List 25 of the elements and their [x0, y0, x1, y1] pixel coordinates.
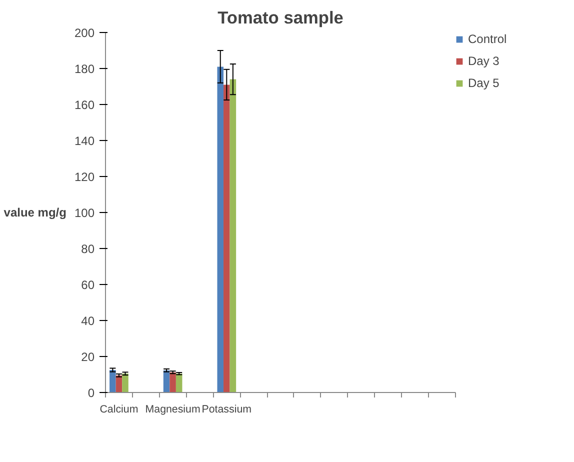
y-tick-label: 160 [74, 98, 95, 112]
legend-label: Day 5 [468, 76, 500, 90]
bar [224, 84, 230, 392]
y-tick-label: 180 [74, 62, 95, 76]
bar [230, 79, 236, 392]
y-tick-label: 80 [81, 242, 95, 256]
bar [217, 66, 224, 392]
y-axis-title: value mg/g [4, 206, 66, 220]
chart-title: Tomato sample [218, 8, 344, 28]
bar [170, 372, 176, 392]
y-tick-label: 200 [74, 26, 95, 40]
x-tick-label: Magnesium [145, 404, 200, 416]
x-tick-label: Calcium [100, 404, 138, 416]
legend-label: Day 3 [468, 54, 500, 68]
y-tick-label: 140 [74, 134, 95, 148]
x-tick-label: Potassium [202, 404, 252, 416]
y-tick-label: 60 [81, 278, 95, 292]
y-tick-label: 120 [74, 170, 95, 184]
y-tick-label: 40 [81, 314, 95, 328]
y-tick-label: 0 [88, 386, 95, 400]
bar [122, 374, 128, 392]
bar [110, 370, 116, 392]
y-tick-label: 100 [74, 206, 95, 220]
y-tick-label: 20 [81, 350, 95, 364]
legend-label: Control [468, 32, 507, 46]
